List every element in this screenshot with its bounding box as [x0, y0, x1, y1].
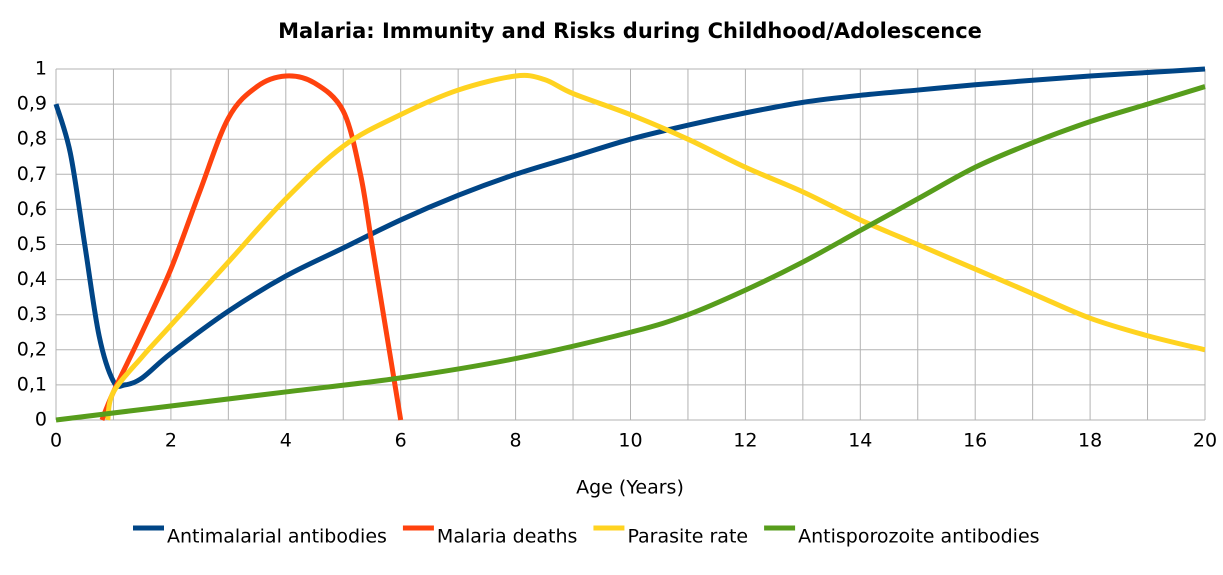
y-tick-label: 0,2: [17, 338, 47, 360]
x-tick-label: 12: [733, 430, 757, 452]
legend-label: Antimalarial antibodies: [167, 526, 387, 548]
x-tick-label: 4: [280, 430, 292, 452]
line: [105, 72, 1206, 421]
line: [53, 66, 1206, 389]
line: [55, 84, 1206, 423]
x-tick-label: 6: [395, 430, 407, 452]
x-tick-label: 2: [165, 430, 177, 452]
legend-label: Parasite rate: [627, 526, 748, 548]
y-tick-label: 0,5: [17, 233, 47, 255]
y-tick-label: 1: [35, 58, 47, 80]
y-tick-label: 0: [35, 409, 47, 431]
y-tick-label: 0,7: [17, 163, 47, 185]
y-tick-label: 0,4: [17, 268, 47, 290]
line: [99, 73, 404, 421]
x-tick-label: 20: [1193, 430, 1217, 452]
x-tick-label: 14: [848, 430, 872, 452]
y-tick-label: 0,6: [17, 198, 47, 220]
y-tick-label: 0,9: [17, 93, 47, 115]
y-tick-label: 0,1: [17, 373, 47, 395]
y-tick-label: 0,8: [17, 128, 47, 150]
legend-label: Malaria deaths: [437, 526, 578, 548]
x-tick-label: 8: [510, 430, 522, 452]
legend-label: Antisporozoite antibodies: [798, 526, 1039, 548]
x-axis-title: Age (Years): [576, 477, 684, 499]
x-tick-label: 16: [963, 430, 987, 452]
x-tick-label: 0: [50, 430, 62, 452]
x-tick-label: 10: [618, 430, 642, 452]
chart-title: Malaria: Immunity and Risks during Child…: [278, 19, 982, 43]
x-tick-label: 18: [1078, 430, 1102, 452]
y-tick-label: 0,3: [17, 303, 47, 325]
